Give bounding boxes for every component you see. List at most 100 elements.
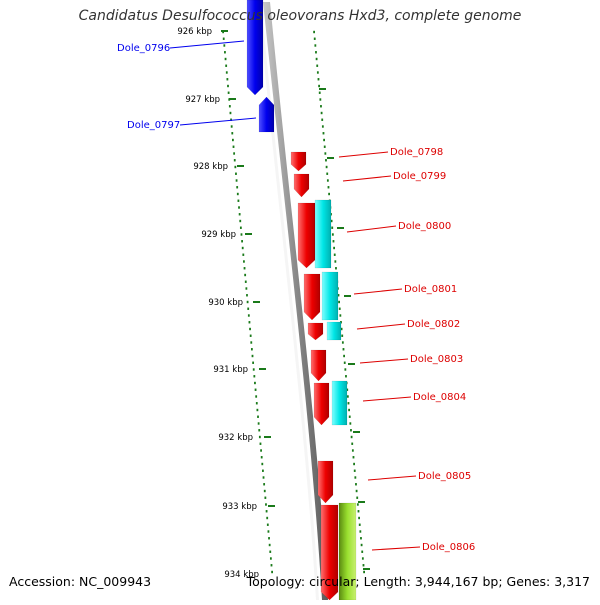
right-dot [360,537,362,540]
left-dot [250,341,253,344]
right-dot [354,476,357,479]
left-dot [225,71,228,74]
left-dot [269,550,272,553]
right-dot [333,253,336,256]
gene-feature-red [307,322,324,341]
kbp-tick-mark [268,505,275,507]
gene-label-dole-0805[interactable]: Dole_0805 [418,471,471,482]
left-dot [257,415,259,418]
right-dot [339,314,342,317]
right-dot [362,564,365,567]
right-tick-mark [348,363,355,365]
right-dot [352,456,355,459]
gene-feature-blue [246,0,264,96]
left-dot [239,226,242,229]
right-dot [328,192,330,196]
right-dot [333,246,335,250]
right-dot [346,388,349,391]
gene-label-dole-0796[interactable]: Dole_0796 [117,43,170,54]
left-dot [236,192,239,196]
right-tick-mark [344,295,351,297]
right-dot [357,510,360,513]
left-dot [262,469,264,472]
left-dot [268,537,270,540]
kbp-tick-label: 933 kbp [222,502,257,512]
left-dot [251,354,254,358]
kbp-tick-mark [229,98,236,100]
backbone-strand [263,2,328,600]
right-dot [316,71,319,74]
genome-backbone [258,2,328,600]
left-dot [246,300,249,304]
gene-leader-line [371,546,421,551]
left-dot [234,165,237,169]
accession-label: Accession: NC_009943 [9,574,152,589]
left-dot [247,307,250,310]
left-dot [237,199,240,202]
right-dot [351,449,354,452]
gene-feature-red [313,382,330,426]
left-dot [244,280,247,283]
gene-feature-red [320,504,339,601]
left-dot [223,44,226,47]
right-dot [338,300,340,304]
gene-label-dole-0802[interactable]: Dole_0802 [407,319,460,330]
gene-label-dole-0806[interactable]: Dole_0806 [422,542,475,553]
left-dot [258,435,261,439]
right-dot [332,240,335,243]
left-dot [238,213,241,216]
gene-leader-line [367,475,417,481]
left-dot [243,267,246,270]
right-dot [361,557,364,560]
kbp-tick-mark [264,436,271,438]
gene-label-dole-0798[interactable]: Dole_0798 [390,147,443,158]
right-dot [337,294,340,297]
kbp-tick-mark [237,165,244,167]
gene-label-dole-0803[interactable]: Dole_0803 [410,354,463,365]
right-dot [351,442,354,445]
right-dot [324,152,327,155]
left-dot [235,179,238,182]
gene-label-dole-0799[interactable]: Dole_0799 [393,171,446,182]
left-dot [246,294,248,297]
right-tick-mark [363,568,370,570]
right-dot [318,91,321,94]
left-dot [249,334,252,337]
gene-label-dole-0800[interactable]: Dole_0800 [398,221,451,232]
right-dot [316,64,319,67]
right-dot [353,469,356,472]
left-dot [224,51,226,54]
left-dot [243,260,245,263]
left-dot [248,321,251,324]
kbp-scale: 926 kbp 927 kbp 928 kbp 929 kbp 930 kbp 931 k… [177,27,370,580]
left-dot [250,348,253,351]
right-dot [358,523,361,526]
left-dot [265,503,267,506]
left-dot [241,246,244,250]
right-dot [335,267,337,270]
left-dot [265,510,268,513]
left-dot [222,37,225,40]
gene-label-dole-0797[interactable]: Dole_0797 [127,120,180,131]
right-dot [343,361,346,364]
gene-leader-line [169,40,245,49]
right-dot [323,138,325,142]
left-dot [244,273,247,277]
left-dot [264,496,267,499]
right-dot [315,51,317,54]
right-dot [320,111,323,115]
right-dot [325,159,327,162]
gene-leader-line [179,117,257,126]
gene-label-dole-0801[interactable]: Dole_0801 [404,284,457,295]
right-dot [322,132,325,135]
right-dot [334,260,337,263]
right-dot [340,327,343,331]
right-dot [350,429,352,432]
left-dot [225,64,228,67]
gene-feature-red [297,202,316,269]
left-dot [233,152,236,155]
right-dot [341,334,344,337]
right-dot [348,408,350,412]
gene-label-dole-0804[interactable]: Dole_0804 [413,392,466,403]
